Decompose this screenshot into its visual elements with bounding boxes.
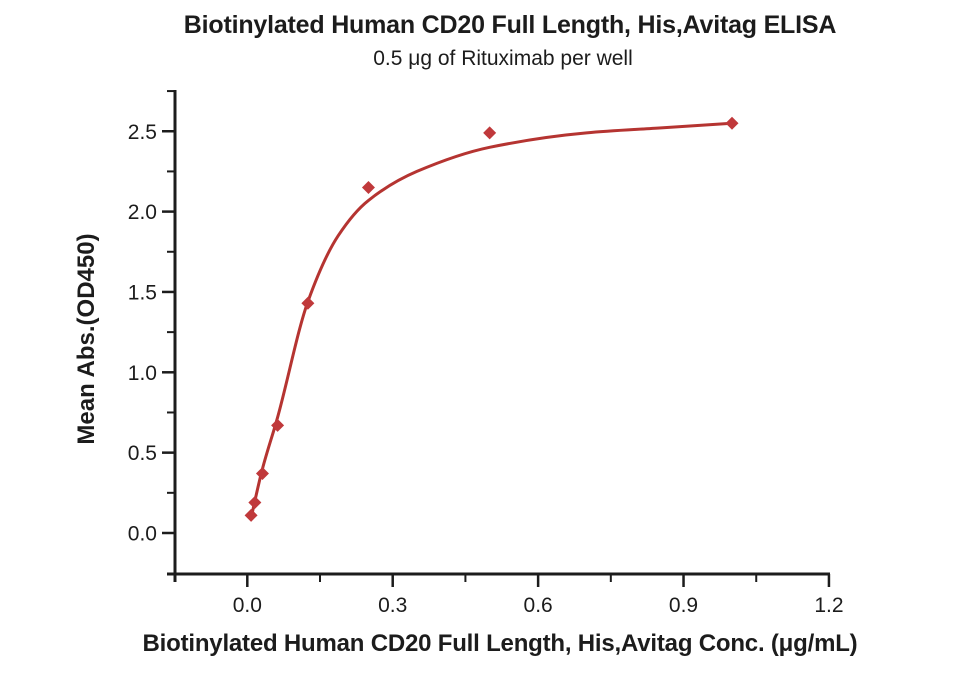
x-tick-label: 0.6 — [524, 594, 553, 617]
data-point-marker — [361, 180, 375, 194]
y-tick-label: 2.5 — [128, 121, 157, 144]
x-tick-label: 0.9 — [669, 594, 698, 617]
data-point-marker — [244, 508, 258, 522]
x-tick-label: 0.3 — [378, 594, 407, 617]
x-tick-label: 1.2 — [814, 594, 843, 617]
y-tick-label: 2.0 — [128, 201, 157, 224]
data-point-marker — [725, 116, 739, 130]
data-point-marker — [483, 126, 497, 140]
data-point-marker — [255, 467, 269, 481]
y-tick-label: 0.5 — [128, 442, 157, 465]
y-tick-label: 1.5 — [128, 281, 157, 304]
y-tick-label: 1.0 — [128, 362, 157, 385]
data-point-marker — [248, 495, 262, 509]
chart-title: Biotinylated Human CD20 Full Length, His… — [183, 11, 837, 39]
data-point-marker — [301, 296, 315, 310]
y-tick-label: 0.0 — [128, 523, 157, 546]
x-axis-title: Biotinylated Human CD20 Full Length, His… — [142, 630, 858, 657]
x-tick-label: 0.0 — [233, 594, 262, 617]
data-point-marker — [271, 418, 285, 432]
fit-curve — [249, 121, 734, 520]
chart-subtitle: 0.5 μg of Rituximab per well — [373, 47, 633, 70]
